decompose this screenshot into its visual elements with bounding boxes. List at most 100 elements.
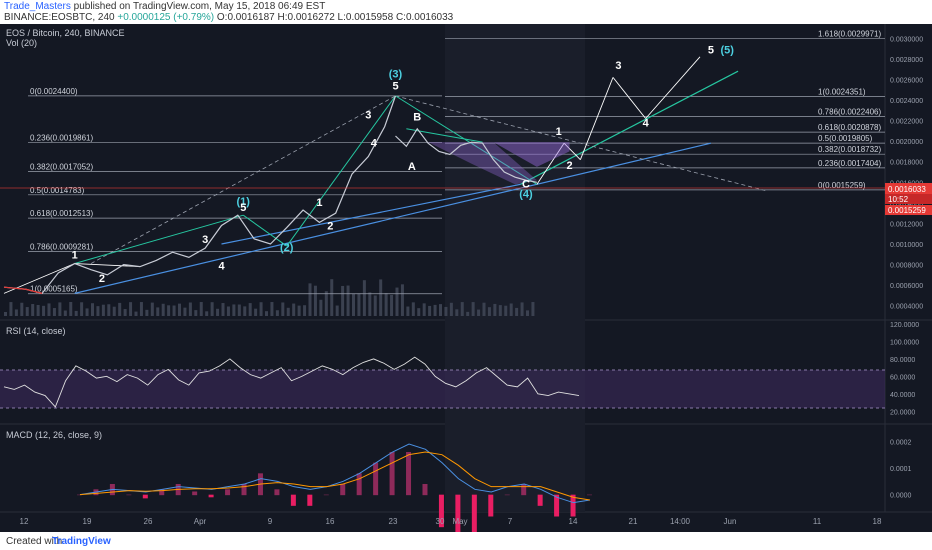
- volume-bar: [460, 302, 464, 316]
- volume-bar: [384, 293, 388, 316]
- macd-histogram-bar: [290, 494, 296, 506]
- fib-right-label: 0.786(0.0022406): [818, 107, 882, 116]
- volume-bar: [362, 280, 366, 316]
- volume-bar: [63, 310, 67, 316]
- price-pane-title: EOS / Bitcoin, 240, BINANCE: [6, 28, 125, 38]
- wave-label: 4: [218, 261, 225, 273]
- price-tick-label: 0.0022000: [890, 119, 923, 126]
- volume-bar: [85, 308, 89, 316]
- dashed-down-line: [395, 95, 766, 191]
- macd-histogram-bar: [587, 494, 592, 496]
- footer: Created with TradingView: [0, 532, 932, 550]
- volume-bar: [406, 306, 410, 316]
- volume-bar: [194, 310, 198, 316]
- volume-bar: [9, 302, 13, 316]
- proj-3: [579, 77, 614, 160]
- volume-bar: [520, 302, 524, 316]
- volume-bar: [139, 302, 143, 316]
- volume-bar: [25, 307, 29, 316]
- fib-left-label: 0.618(0.0012513): [30, 209, 94, 218]
- fib-left-label: 0.236(0.0019861): [30, 134, 94, 143]
- wave-teal-1: [74, 214, 244, 265]
- volume-bar: [167, 305, 171, 316]
- price-tick-label: 0.0018000: [890, 160, 923, 167]
- macd-histogram-bar: [471, 494, 477, 538]
- fib-right-label: 0.618(0.0020878): [818, 123, 882, 132]
- volume-bar: [210, 302, 214, 316]
- chart-svg: EOS / Bitcoin, 240, BINANCE Vol (20) RSI…: [0, 24, 932, 549]
- rsi-tick-label: 100.0000: [890, 339, 919, 346]
- volume-bar: [297, 305, 301, 316]
- macd-histogram-bar: [241, 484, 247, 496]
- volume-bar: [487, 307, 491, 316]
- volume-bar: [330, 279, 334, 316]
- volume-title: Vol (20): [6, 38, 37, 48]
- volume-bar: [199, 302, 203, 316]
- volume-bar: [156, 307, 160, 316]
- wave-label: B: [413, 112, 421, 124]
- volume-bar: [237, 304, 241, 316]
- chart-area[interactable]: EOS / Bitcoin, 240, BINANCE Vol (20) RSI…: [0, 24, 932, 549]
- time-tick-label: 7: [508, 517, 513, 526]
- proj-2: [563, 142, 581, 160]
- time-tick-label: Apr: [194, 517, 207, 526]
- published-text: published on TradingView.com, May 15, 20…: [73, 1, 326, 12]
- wave-teal-3: [286, 95, 396, 247]
- macd-histogram-bar: [340, 484, 346, 496]
- wave-label: 2: [566, 160, 572, 172]
- rsi-line: [3, 356, 580, 408]
- volume-bar: [477, 309, 481, 316]
- time-tick-label: 19: [83, 517, 92, 526]
- fib-right-label: 0.5(0.0019805): [818, 134, 873, 143]
- volume-bar: [134, 311, 138, 316]
- macd-histogram-bar: [307, 494, 313, 506]
- wave-label: 5: [392, 81, 398, 93]
- volume-bar: [341, 285, 345, 316]
- macd-pane-title: MACD (12, 26, close, 9): [6, 430, 102, 440]
- price-tick-label: 0.0006000: [890, 283, 923, 290]
- proj-4: [612, 77, 646, 119]
- price-tick-label: 0.0014000: [890, 201, 923, 208]
- wave-label: 1: [556, 126, 562, 138]
- header-line-1: Trade_Masters published on TradingView.c…: [4, 1, 325, 12]
- volume-bar: [357, 293, 361, 316]
- volume-bars: [4, 279, 535, 316]
- volume-bar: [504, 305, 508, 316]
- volume-bar: [101, 304, 105, 316]
- rsi-tick-label: 80.0000: [890, 357, 915, 364]
- signal-line: [79, 451, 591, 501]
- volume-bar: [118, 302, 122, 316]
- price-tick-label: 0.0010000: [890, 242, 923, 249]
- volume-bar: [411, 302, 415, 316]
- volume-bar: [444, 306, 448, 316]
- rsi-pane-title: RSI (14, close): [6, 326, 66, 336]
- wave-label: A: [408, 161, 416, 173]
- time-tick-label: 11: [813, 517, 822, 526]
- volume-bar: [449, 302, 453, 316]
- volume-bar: [112, 306, 116, 316]
- volume-bar: [243, 306, 247, 316]
- macd-histogram-bar: [422, 484, 428, 496]
- macd-histogram-bar: [142, 494, 148, 499]
- time-tick-label: 26: [144, 517, 153, 526]
- macd-line: [79, 443, 591, 504]
- macd-histogram-bar: [521, 484, 527, 496]
- volume-bar: [42, 305, 46, 316]
- macd-histogram-bar: [373, 462, 379, 496]
- countdown-text: 10:52: [888, 195, 909, 204]
- fib-right-label: 0(0.0015259): [818, 181, 866, 190]
- volume-bar: [395, 287, 399, 316]
- macd-histogram-bar: [488, 494, 494, 517]
- author-link[interactable]: Trade_Masters: [4, 1, 71, 12]
- volume-bar: [172, 305, 176, 316]
- volume-bar: [313, 285, 317, 316]
- wave-label: (2): [280, 242, 294, 254]
- volume-bar: [145, 309, 149, 316]
- wave-label: (3): [389, 68, 403, 80]
- price-series: [3, 95, 537, 295]
- tradingview-logo[interactable]: TradingView: [52, 536, 111, 547]
- volume-bar: [346, 285, 350, 316]
- last-price-text: 0.0016033: [888, 185, 926, 194]
- fib-right-label: 1.618(0.0029971): [818, 30, 882, 39]
